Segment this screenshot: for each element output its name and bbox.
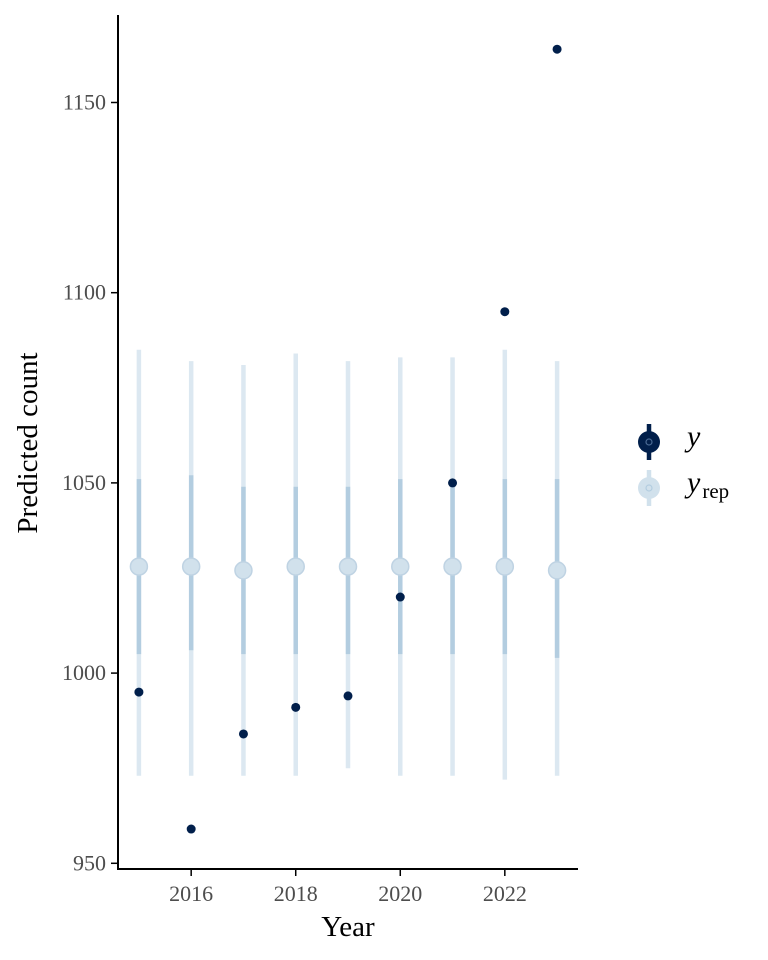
yrep-intervals: [129, 349, 567, 780]
x-axis-title: Year: [321, 911, 375, 943]
y-points: [134, 44, 562, 834]
legend-y-key-dot: [645, 438, 653, 446]
legend-yrep-key-point: [638, 477, 660, 499]
legend: y yrep: [638, 420, 729, 506]
legend-yrep-label: yrep: [684, 466, 729, 503]
y-tick-label: 1100: [63, 280, 106, 305]
y-point: [186, 824, 196, 834]
x-tick-label: 2016: [169, 881, 213, 906]
yrep-median-point: [443, 557, 462, 576]
yrep-median-point: [129, 557, 149, 576]
yrep-median-point: [547, 561, 567, 580]
y-axis-title: Predicted count: [12, 352, 44, 533]
y-tick-label: 950: [73, 850, 106, 875]
axes: [117, 15, 578, 870]
y-tick-label: 1150: [63, 89, 106, 114]
x-tick-label: 2018: [274, 881, 318, 906]
y-tick-label: 1000: [62, 660, 106, 685]
y-tick-label: 1050: [62, 470, 106, 495]
y-point: [343, 691, 353, 701]
yrep-median-point: [181, 557, 201, 576]
y-point: [500, 307, 510, 317]
x-ticks: 2016 2018 2020 2022: [169, 869, 527, 906]
legend-y-key-point: [638, 431, 660, 453]
y-point: [395, 592, 405, 602]
y-point: [291, 702, 301, 712]
yrep-median-point: [286, 557, 305, 576]
y-ticks: 950 1000 1050 1100 1150: [62, 89, 118, 875]
x-tick-label: 2022: [483, 881, 527, 906]
yrep-median-point: [495, 557, 515, 576]
y-point: [552, 44, 562, 54]
y-point: [448, 478, 458, 488]
x-tick-label: 2020: [378, 881, 422, 906]
legend-yrep-key-dot: [645, 484, 653, 492]
yrep-median-point: [338, 557, 358, 576]
legend-y-label: y: [684, 420, 701, 453]
legend-yrep-subscript: rep: [702, 479, 729, 503]
y-point: [134, 687, 144, 697]
yrep-median-point: [391, 557, 410, 576]
yrep-median-point: [234, 561, 253, 580]
y-point: [238, 729, 248, 739]
